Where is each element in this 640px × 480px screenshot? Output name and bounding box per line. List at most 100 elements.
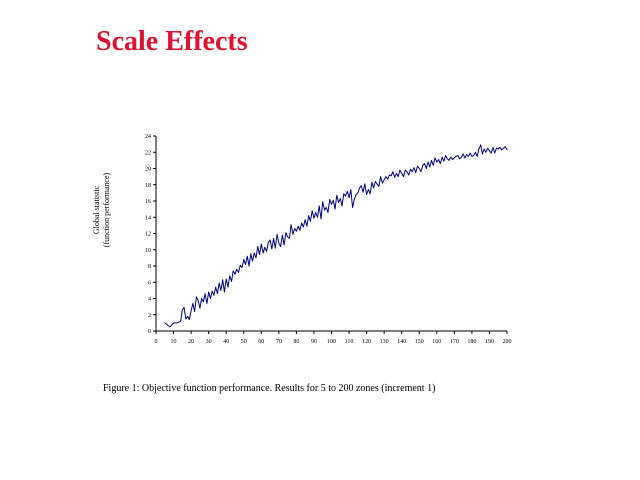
data-point [301,222,303,224]
data-point [427,161,429,163]
data-point [459,158,460,160]
data-point [203,301,204,303]
data-point [264,246,266,248]
data-point [485,151,487,153]
data-point [392,171,394,173]
data-point [260,243,262,245]
x-tick-label: 110 [345,339,354,345]
data-point [420,171,422,173]
x-tick-label: 100 [327,339,336,345]
data-point [475,151,476,153]
data-point [243,259,245,260]
data-point [248,265,250,267]
data-point [215,286,217,288]
data-point [325,207,327,208]
data-point [225,278,227,280]
data-point [299,229,301,231]
data-point [432,164,434,166]
data-point [252,260,253,262]
data-point [231,281,232,282]
data-point [238,272,239,273]
data-point [278,242,280,244]
data-point [494,152,496,154]
data-point [246,255,248,257]
data-point [438,159,439,161]
x-tick-label: 170 [450,339,459,345]
x-tick-label: 130 [380,339,389,345]
data-point [506,149,508,151]
x-tick-label: 160 [432,339,441,345]
data-point [490,152,492,154]
data-point [497,148,499,150]
data-point [483,148,485,150]
data-point [204,293,206,294]
data-point [201,298,203,299]
data-point [439,163,441,165]
data-point [332,199,334,201]
data-point [173,322,175,324]
data-point [424,163,425,165]
data-point [229,275,231,277]
x-tick-label: 20 [188,339,194,345]
data-point [234,273,236,275]
data-point [255,257,257,259]
data-point [380,176,381,178]
x-tick-label: 190 [485,339,494,345]
data-point [276,233,278,235]
data-point [390,175,392,177]
data-point [471,155,473,157]
data-point [399,169,401,171]
data-point [282,234,283,236]
data-point [461,156,462,158]
data-point [464,157,466,159]
data-point [308,215,310,217]
data-point [222,279,224,281]
data-point [478,148,480,150]
y-tick-label: 16 [145,199,151,205]
data-point [503,147,504,149]
data-point [504,146,506,148]
data-point [408,174,410,176]
data-point [303,226,304,228]
data-point [389,174,390,176]
data-point [362,191,364,193]
data-point [324,209,325,211]
data-point [227,286,229,288]
data-point [176,322,178,324]
y-tick-label: 22 [145,150,151,156]
data-point [357,192,359,194]
data-point [331,203,332,205]
data-point [317,216,318,218]
data-point [499,147,501,148]
data-point [311,210,313,212]
data-point [320,218,322,220]
data-point [269,239,271,241]
data-point [289,238,290,239]
data-point [206,303,208,304]
data-point [296,230,297,232]
data-point [468,155,469,157]
data-point [181,309,183,311]
data-point [355,194,357,195]
y-tick-label: 8 [148,264,151,270]
data-point [378,186,380,187]
data-point [280,246,281,247]
x-tick-label: 90 [311,339,317,345]
data-point [466,154,467,156]
data-point [410,168,411,170]
data-point [183,307,185,308]
data-point [418,168,420,169]
x-tick-label: 70 [276,339,282,345]
data-point [224,291,225,293]
data-point [469,152,471,154]
data-point [375,181,376,182]
data-point [245,264,246,265]
data-point [417,165,418,167]
y-tick-label: 18 [145,183,151,189]
data-point [210,298,211,299]
data-point [327,212,329,213]
data-point [487,147,489,149]
y-tick-label: 4 [148,297,151,303]
